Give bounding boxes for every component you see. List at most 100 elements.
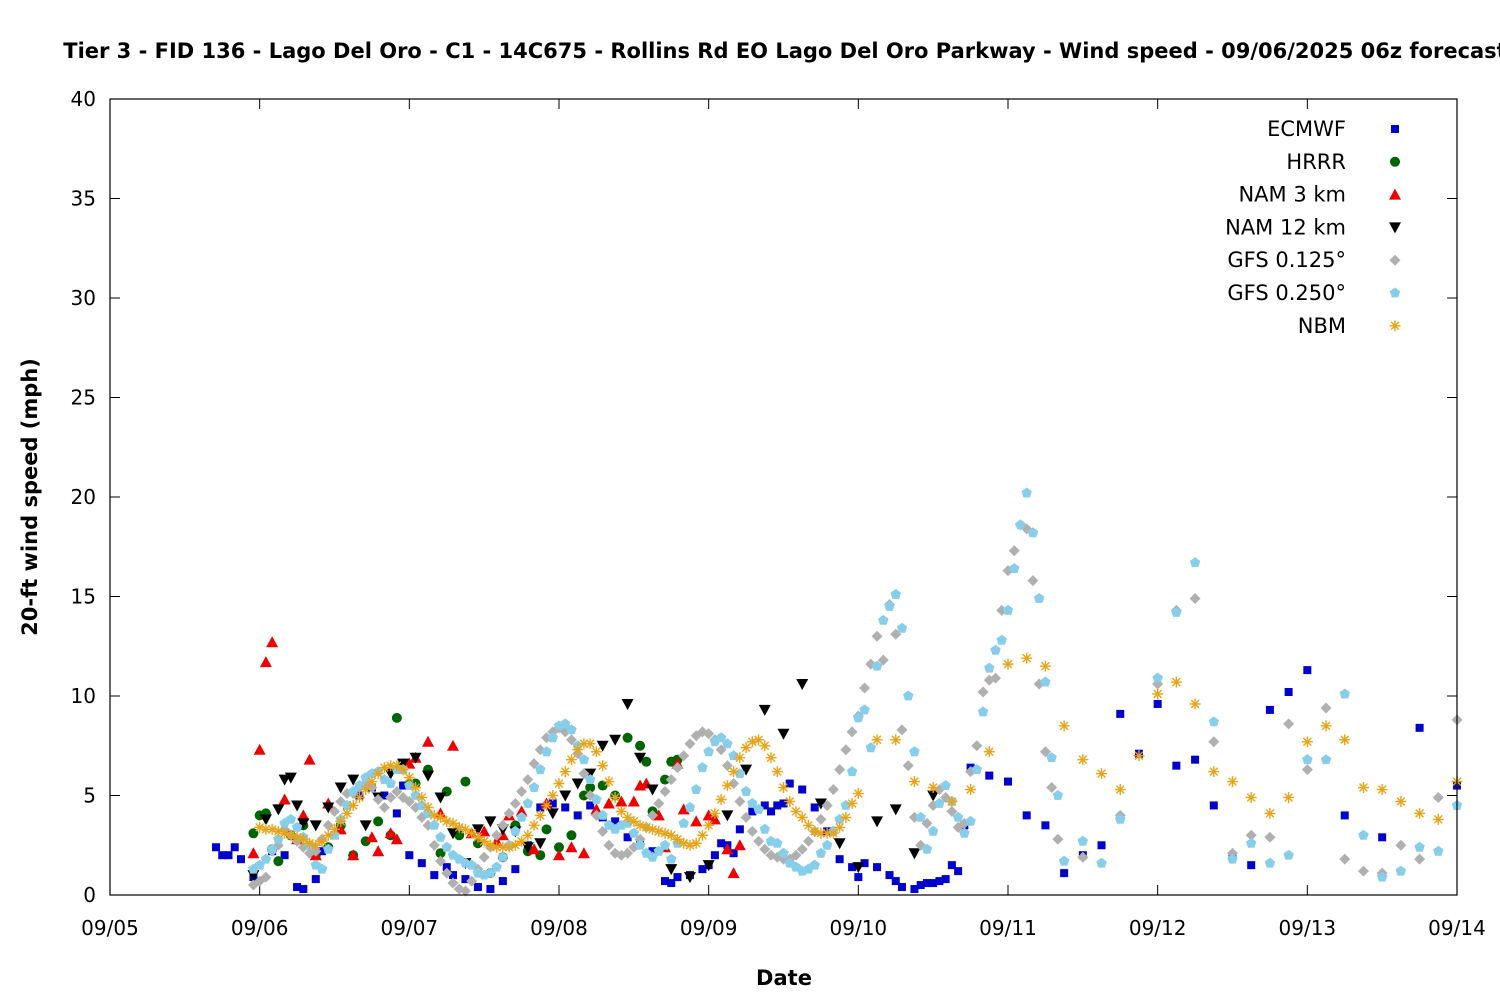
data-point — [634, 839, 646, 850]
data-point — [586, 801, 595, 810]
data-point — [810, 803, 819, 812]
data-point — [984, 662, 995, 673]
data-point — [671, 833, 683, 845]
data-point — [497, 819, 509, 831]
y-tick-label: 40 — [71, 87, 96, 111]
data-point — [442, 863, 451, 872]
data-point — [734, 752, 746, 764]
data-point — [391, 786, 403, 798]
data-point — [553, 778, 565, 790]
data-point — [909, 746, 920, 757]
data-point — [236, 855, 245, 864]
data-point — [922, 879, 931, 888]
data-point — [702, 860, 715, 872]
x-tick-label: 09/12 — [1129, 916, 1187, 940]
data-point — [224, 851, 233, 860]
data-point — [897, 883, 906, 892]
data-point — [977, 686, 989, 698]
y-tick-label: 10 — [71, 684, 96, 708]
data-point — [466, 827, 478, 839]
data-point — [565, 754, 577, 766]
data-point — [1414, 853, 1426, 865]
data-point — [486, 885, 495, 894]
data-point — [578, 754, 590, 765]
data-point — [1172, 761, 1181, 770]
data-point — [1358, 829, 1369, 840]
data-point — [647, 809, 659, 821]
data-point — [641, 756, 652, 767]
data-point — [1096, 768, 1108, 780]
data-point — [1021, 652, 1033, 664]
data-point — [740, 764, 753, 776]
data-point — [1208, 716, 1219, 727]
data-point — [1320, 720, 1332, 732]
data-point — [1133, 750, 1145, 762]
data-point — [1097, 841, 1106, 850]
data-point — [684, 801, 696, 812]
data-point — [1039, 660, 1051, 672]
data-point — [865, 742, 876, 753]
data-point — [846, 766, 858, 777]
data-point — [372, 793, 384, 805]
data-point — [547, 790, 559, 801]
data-point — [602, 797, 615, 809]
data-point — [322, 819, 334, 831]
data-point — [266, 843, 278, 854]
data-point — [628, 827, 640, 838]
data-point — [528, 843, 541, 855]
data-point — [1339, 853, 1351, 865]
data-point — [628, 815, 640, 827]
data-point — [515, 805, 528, 817]
data-point — [691, 784, 702, 794]
data-point — [941, 875, 950, 884]
data-point — [1357, 782, 1369, 794]
data-point — [472, 831, 484, 843]
data-point — [1027, 575, 1039, 587]
data-point — [821, 839, 833, 850]
x-tick-label: 09/11 — [979, 916, 1037, 940]
data-point — [990, 644, 1001, 655]
data-point — [466, 875, 478, 887]
data-point — [373, 816, 384, 827]
data-point — [659, 786, 671, 798]
data-point — [447, 877, 459, 889]
data-point — [827, 784, 839, 796]
y-axis-label: 20-ft wind speed (mph) — [18, 358, 42, 636]
data-point — [1004, 777, 1012, 786]
data-point — [391, 760, 403, 772]
legend-marker — [1391, 125, 1399, 133]
data-point — [959, 827, 970, 838]
data-point — [697, 762, 708, 773]
legend-label: HRRR — [1286, 150, 1346, 174]
data-point — [259, 656, 272, 668]
data-point — [1040, 676, 1051, 687]
data-point — [622, 811, 634, 823]
data-point — [854, 873, 863, 882]
data-point — [710, 851, 719, 860]
data-point — [297, 833, 309, 845]
x-axis-label: Date — [756, 966, 812, 990]
data-point — [1052, 790, 1064, 800]
data-point — [815, 813, 827, 825]
data-point — [354, 780, 365, 790]
data-point — [399, 781, 408, 790]
data-point — [1245, 791, 1257, 803]
data-point — [735, 825, 744, 834]
data-point — [852, 788, 864, 800]
series-ecmwf — [212, 666, 1461, 894]
data-point — [954, 867, 963, 876]
data-point — [329, 823, 340, 835]
data-point — [702, 809, 715, 821]
data-point — [522, 829, 534, 841]
data-point — [971, 764, 983, 775]
data-point — [671, 762, 683, 774]
data-point — [666, 853, 677, 864]
data-point — [622, 847, 634, 859]
data-point — [1432, 813, 1444, 825]
data-point — [760, 801, 769, 810]
data-point — [329, 805, 340, 817]
data-point — [833, 838, 846, 850]
data-point — [772, 837, 783, 848]
data-point — [259, 814, 272, 826]
